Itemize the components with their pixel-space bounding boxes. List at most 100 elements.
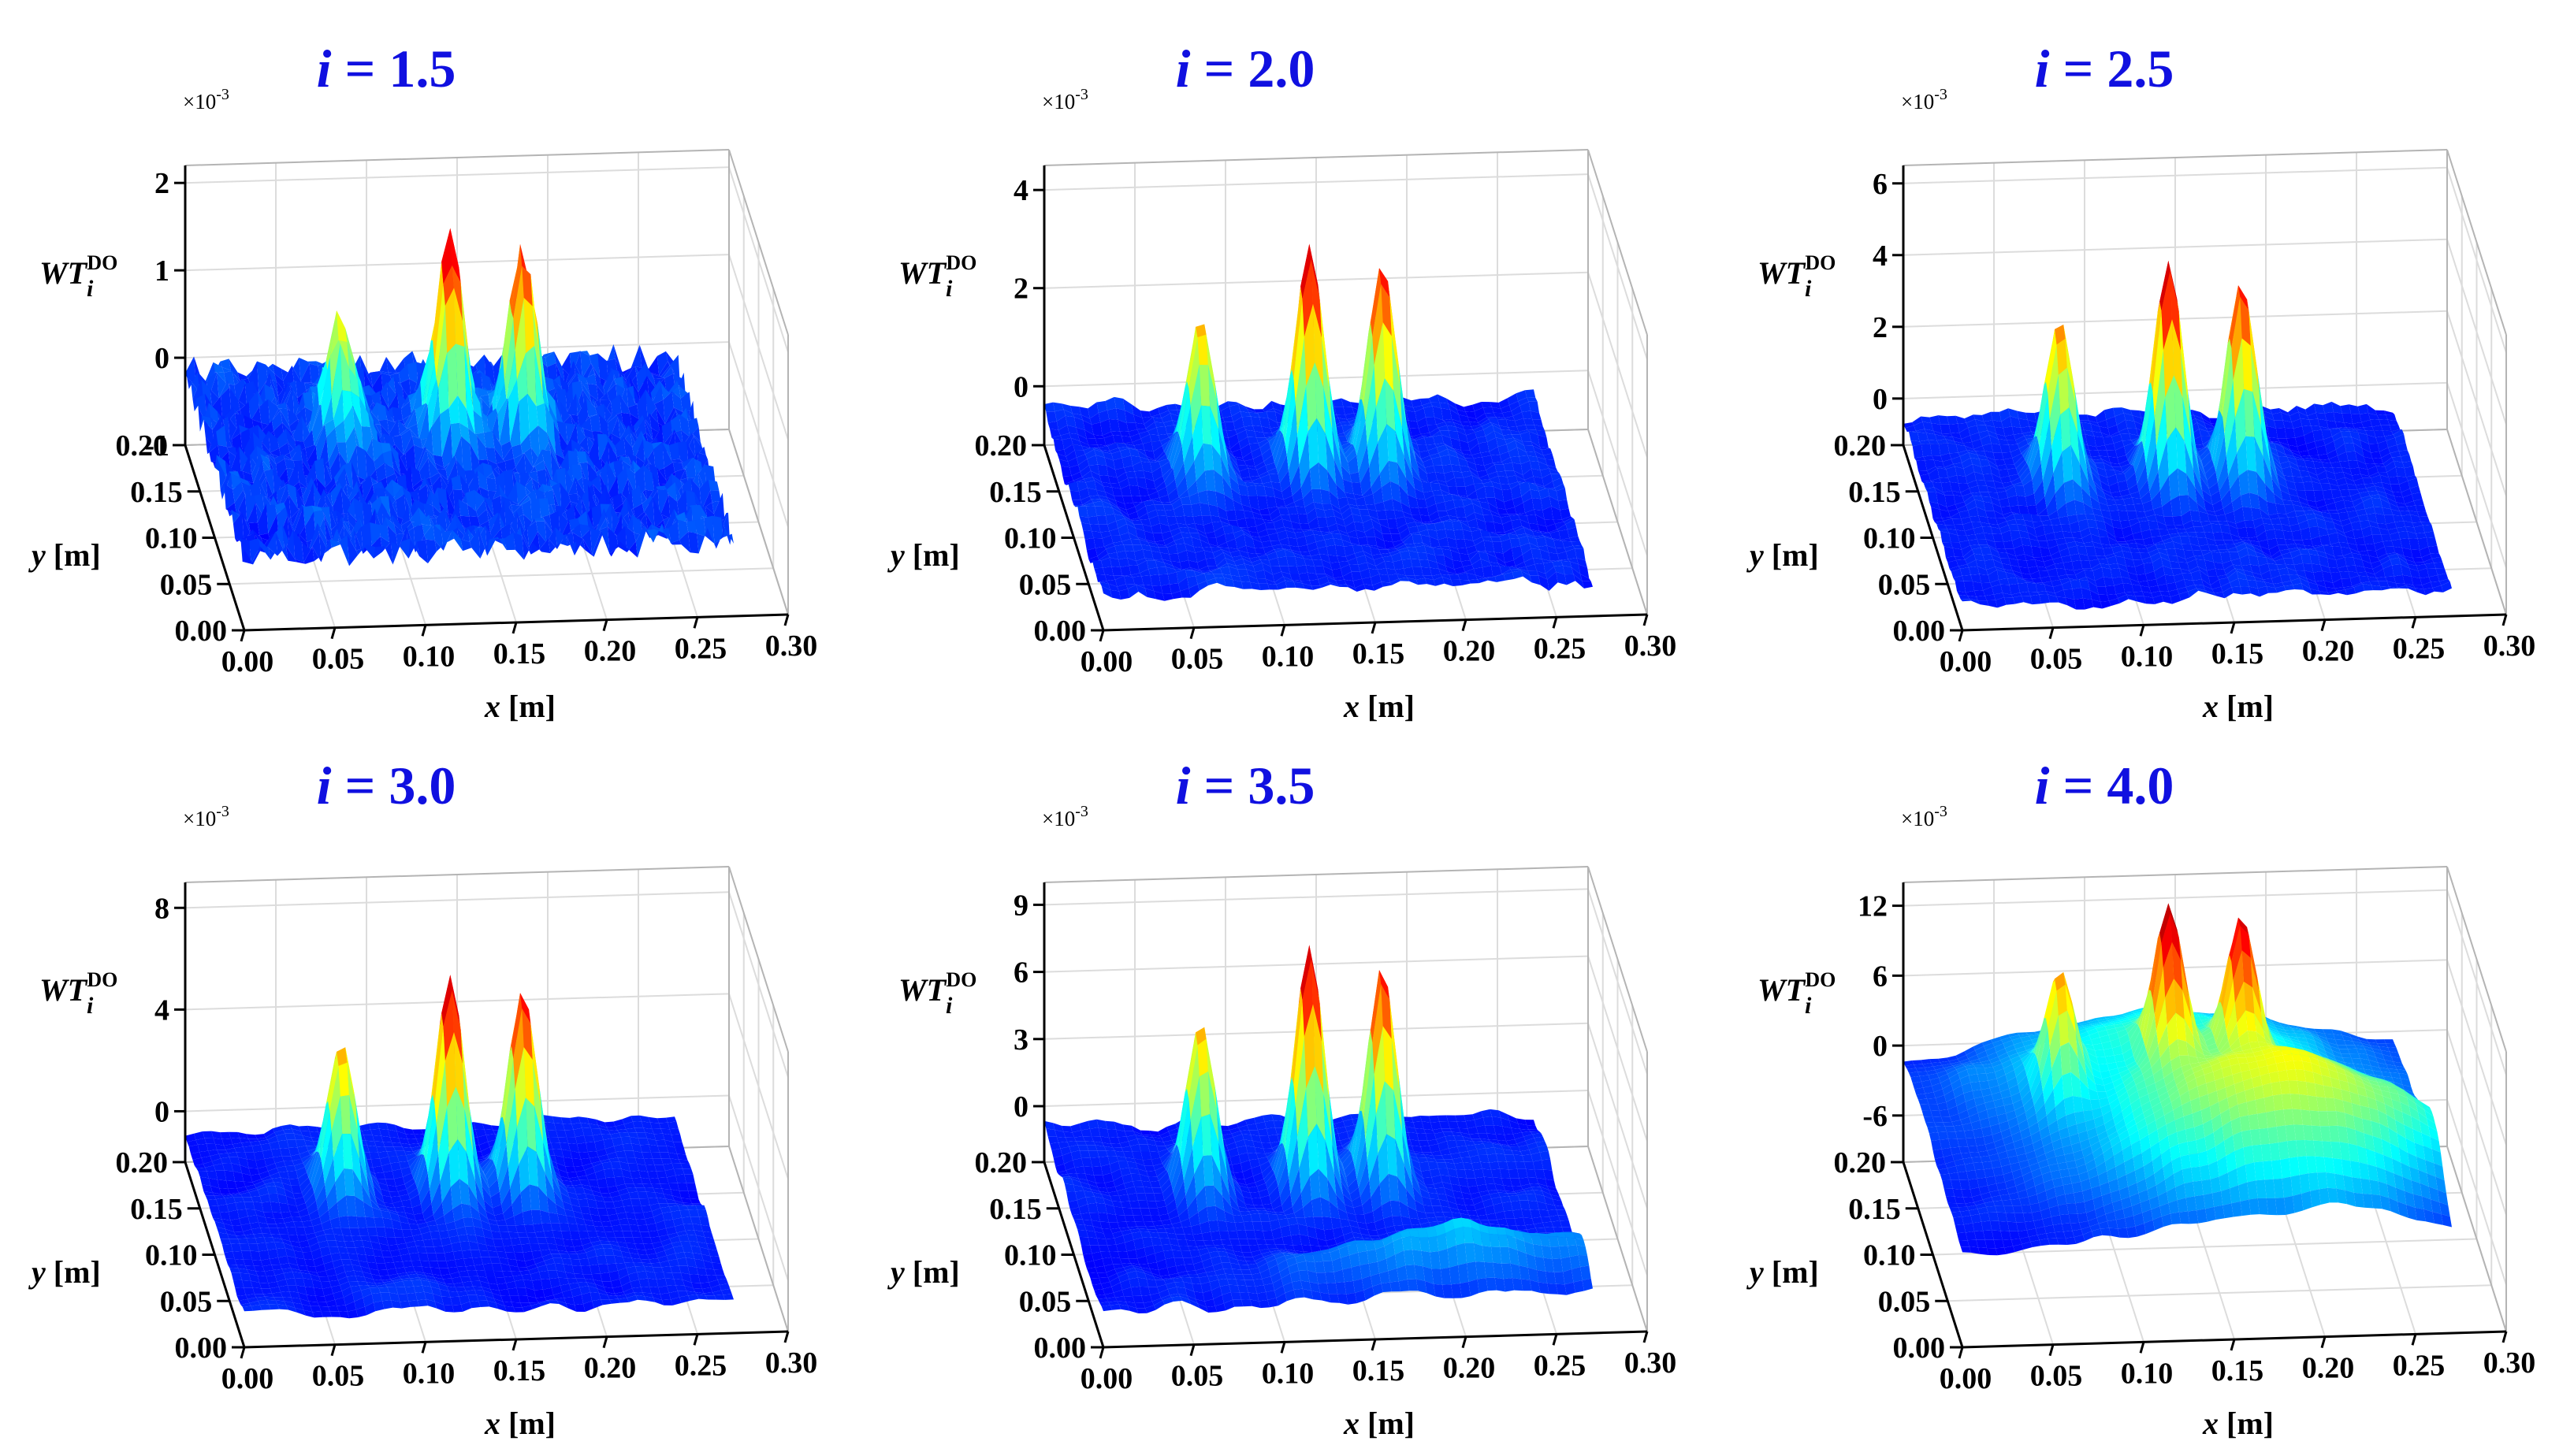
surface-cell — [1334, 407, 1345, 415]
surface-cell — [1237, 402, 1248, 409]
surface-cell — [411, 466, 422, 488]
surface-cell — [569, 518, 580, 532]
surface-cell — [384, 462, 396, 477]
z-axis-label-sub: i — [87, 276, 94, 302]
surface-cell — [551, 375, 562, 388]
x-tick-mark — [1280, 624, 1286, 637]
surface-cell — [287, 409, 299, 426]
surface-cell — [370, 371, 381, 388]
surface-cell — [230, 446, 241, 474]
surface-cell — [604, 344, 616, 370]
surface-cell — [314, 424, 325, 447]
surface-cell — [431, 414, 442, 457]
surface-cell — [679, 531, 690, 553]
surface-cell — [643, 465, 654, 492]
surface-cell — [407, 362, 418, 384]
surface-cell — [518, 495, 529, 506]
surface-cell — [611, 503, 622, 536]
surface-cell — [251, 454, 262, 483]
surface-cell — [708, 479, 720, 491]
surface-cell — [677, 519, 689, 540]
surface-cell — [391, 450, 403, 477]
surface-cell — [550, 450, 561, 481]
surface-cell — [2125, 504, 2136, 511]
surface-cell — [520, 526, 531, 555]
surface-cell — [607, 415, 619, 440]
surface-cell — [642, 439, 654, 463]
surface-cell — [501, 440, 512, 460]
surface-cell — [500, 300, 511, 367]
surface-cell — [536, 403, 547, 433]
surface-cell — [595, 508, 606, 534]
x-tick-mark — [1371, 622, 1377, 634]
y-tick-label: 0.15 — [989, 476, 1042, 509]
box-edge — [728, 149, 789, 336]
surface-cell — [565, 422, 577, 446]
surface-cell — [610, 394, 622, 416]
surface-cell — [1247, 408, 1258, 414]
panel-title-var: i — [317, 39, 332, 98]
surface-cell — [354, 359, 365, 400]
surface-cell — [1977, 539, 1988, 545]
surface-cell — [695, 447, 706, 458]
surface-cell — [279, 442, 290, 458]
surface-cell — [466, 408, 478, 436]
surface-cell — [311, 533, 322, 563]
surface-cell — [1516, 390, 1527, 402]
surface-cell — [292, 415, 304, 442]
surface-cell — [712, 515, 723, 544]
surface-cell — [266, 503, 277, 533]
surface-cell — [670, 385, 681, 399]
surface-cell — [285, 428, 297, 453]
surface-cell — [292, 366, 303, 383]
surface-cell — [1482, 565, 1493, 578]
surface-cell — [1074, 417, 1085, 430]
surface-cell — [490, 366, 501, 409]
surface-cell — [513, 452, 525, 467]
surface-cell — [204, 362, 215, 384]
surface-cell — [436, 306, 448, 389]
surface-cell — [450, 228, 461, 284]
surface-cell — [437, 487, 448, 514]
surface-cell — [229, 387, 240, 415]
surface-cell — [1572, 544, 1584, 549]
surface-cell — [578, 511, 589, 526]
surface-cell — [329, 539, 340, 548]
surface-cell — [314, 458, 325, 488]
surface-cell — [399, 395, 410, 413]
surface-cell — [267, 454, 278, 481]
surface-cell — [412, 480, 423, 491]
surface-cell — [1491, 407, 1503, 414]
surface-cell — [609, 416, 620, 440]
surface-cell — [2362, 477, 2373, 485]
surface-cell — [347, 342, 358, 380]
surface-cell — [657, 468, 668, 485]
surface-cell — [1498, 398, 1510, 409]
surface-cell — [515, 297, 526, 381]
surface-cell — [650, 372, 661, 377]
surface-cell — [1465, 411, 1477, 419]
surface-cell — [712, 492, 723, 514]
surface-cell — [2051, 524, 2063, 533]
surface-cell — [342, 390, 353, 421]
surface-cell — [249, 538, 260, 564]
surface-cell — [507, 481, 519, 505]
surface-cell — [661, 385, 672, 400]
surface-cell — [1092, 422, 1103, 436]
z-tick-label: 1 — [154, 254, 169, 288]
surface-cell — [589, 353, 600, 378]
surface-cell — [660, 366, 671, 378]
surface-cell — [438, 353, 449, 414]
surface-cell — [324, 517, 335, 546]
surface-cell — [530, 498, 541, 522]
surface-cell — [400, 466, 411, 477]
surface-cell — [266, 531, 277, 556]
surface-cell — [1263, 400, 1274, 412]
surface-cell — [1494, 464, 1505, 472]
surface-cell — [456, 492, 467, 516]
surface-cell — [325, 477, 336, 495]
z-tick-label: 0 — [1014, 370, 1028, 403]
surface-cell — [238, 425, 250, 433]
surface-cell — [523, 514, 534, 533]
surface-cell — [1245, 406, 1256, 413]
